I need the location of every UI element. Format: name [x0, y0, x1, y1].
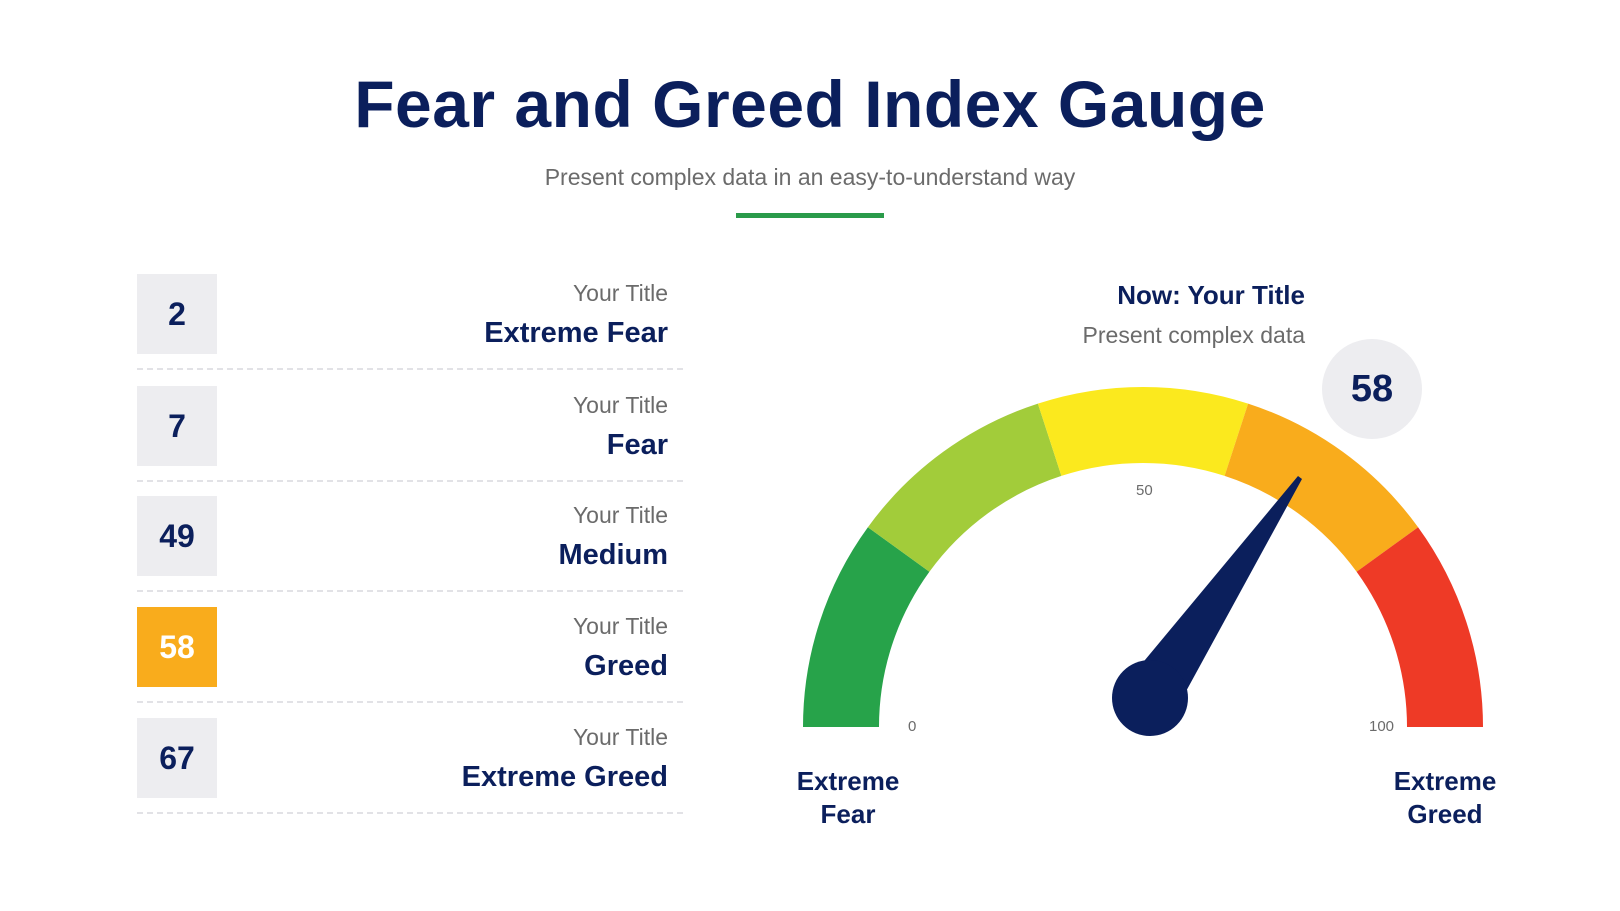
value-box: 49 [137, 496, 217, 576]
label-line-2: Fear [820, 799, 876, 829]
dashed-divider [137, 701, 683, 703]
item-subtitle: Your Title [572, 613, 668, 639]
dashed-divider [137, 590, 683, 592]
segment-fear [867, 403, 1062, 572]
list-item-extreme-fear: 2 Your Title Extreme Fear [137, 274, 683, 386]
item-subtitle: Your Title [572, 724, 668, 750]
list-item-medium: 49 Your Title Medium [137, 496, 683, 608]
page-subtitle: Present complex data in an easy-to-under… [544, 164, 1076, 190]
item-label: Medium [558, 539, 668, 571]
segment-extreme-fear [803, 527, 930, 727]
item-label: Fear [606, 429, 668, 461]
dashed-divider [137, 480, 683, 482]
gauge-segments [803, 386, 1483, 727]
segment-extreme-greed [1356, 527, 1483, 727]
list-item-fear: 7 Your Title Fear [137, 386, 683, 498]
needle-hub-icon [1112, 660, 1188, 736]
item-subtitle: Your Title [572, 502, 668, 528]
now-title: Now: Your Title [1117, 280, 1305, 310]
segment-neutral [1037, 386, 1249, 476]
value-box-highlighted: 58 [137, 607, 217, 687]
value-box: 7 [137, 386, 217, 466]
item-label: Extreme Greed [461, 761, 668, 793]
value-box: 2 [137, 274, 217, 354]
current-value-badge: 58 [1322, 339, 1422, 439]
value-box: 67 [137, 718, 217, 798]
dashed-divider [137, 368, 683, 370]
dashed-divider [137, 812, 683, 814]
label-line-1: Extreme [1393, 766, 1497, 796]
now-subtitle: Present complex data [1082, 322, 1305, 348]
item-subtitle: Your Title [572, 280, 668, 306]
tick-label-min: 0 [908, 718, 917, 735]
tick-label-mid: 50 [1136, 482, 1153, 499]
title-accent-divider [736, 213, 884, 218]
list-item-greed: 58 Your Title Greed [137, 607, 683, 719]
segment-greed [1224, 403, 1419, 572]
item-subtitle: Your Title [572, 392, 668, 418]
label-line-2: Greed [1407, 799, 1483, 829]
item-label: Greed [584, 650, 668, 682]
list-item-extreme-greed: 67 Your Title Extreme Greed [137, 718, 683, 830]
item-label: Extreme Fear [484, 317, 668, 349]
tick-label-max: 100 [1369, 718, 1395, 735]
label-line-1: Extreme [796, 766, 900, 796]
gauge-needle [1112, 476, 1302, 736]
gauge-label-extreme-fear: Extreme Fear [768, 765, 928, 831]
page-title: Fear and Greed Index Gauge [354, 67, 1266, 141]
needle-pointer-icon [1130, 476, 1302, 706]
gauge-label-extreme-greed: Extreme Greed [1365, 765, 1525, 831]
